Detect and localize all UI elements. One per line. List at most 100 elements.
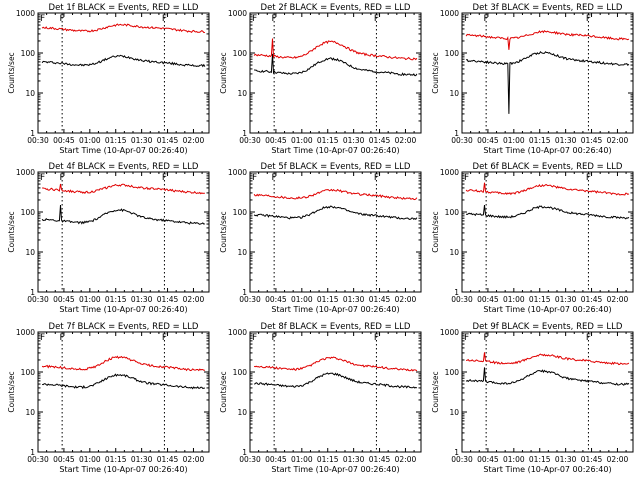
y-tick-label: 100 xyxy=(445,49,460,58)
y-tick-label: 1 xyxy=(454,288,459,297)
chart-title: Det 5f BLACK = Events, RED = LLD xyxy=(261,162,411,172)
marker-flag-label: F xyxy=(374,14,379,24)
x-tick-label: 01:15 xyxy=(317,136,339,145)
x-tick-label: 01:30 xyxy=(555,295,577,304)
series-line-lld xyxy=(253,188,418,201)
plot-frame xyxy=(461,171,634,293)
x-tick-label: 01:15 xyxy=(529,455,551,464)
x-tick-label: 00:30 xyxy=(239,136,261,145)
chart-panel-2: Det 2f BLACK = Events, RED = LLD 1 10 100 10… xyxy=(219,3,422,155)
x-tick-label: 01:45 xyxy=(581,136,603,145)
series-line-events xyxy=(41,54,206,68)
series-line-events xyxy=(253,205,418,221)
chart-title: Det 2f BLACK = Events, RED = LLD xyxy=(261,3,411,13)
y-tick-label: 1 xyxy=(30,448,35,457)
x-tick-label: 02:00 xyxy=(395,455,417,464)
x-tick-label: 02:00 xyxy=(607,295,629,304)
chart-panel-5: Det 5f BLACK = Events, RED = LLD 1 10 100 10… xyxy=(219,162,422,314)
x-tick-label: 00:45 xyxy=(53,295,75,304)
x-tick-label: 02:00 xyxy=(183,455,205,464)
x-tick-label: 01:45 xyxy=(369,136,391,145)
chart-title: Det 6f BLACK = Events, RED = LLD xyxy=(473,162,623,172)
chart-panel-8: Det 8f BLACK = Events, RED = LLD 1 10 100 10… xyxy=(219,322,422,474)
x-tick-label: 02:00 xyxy=(183,295,205,304)
marker-flag-label: F xyxy=(484,14,489,24)
x-tick-label: 01:30 xyxy=(555,136,577,145)
corner-flag-label: F xyxy=(464,173,469,183)
series-line-lld xyxy=(42,183,205,195)
series-line-lld xyxy=(465,182,630,196)
series-line-events xyxy=(42,373,205,390)
marker-flag-label: F xyxy=(272,173,277,183)
marker-flag-label: F xyxy=(272,14,277,24)
series-line-lld xyxy=(253,38,418,61)
x-tick-label: 01:00 xyxy=(291,136,313,145)
y-tick-label: 100 xyxy=(21,208,36,217)
x-tick-label: 01:45 xyxy=(157,455,179,464)
x-tick-label: 00:45 xyxy=(477,136,499,145)
x-tick-label: 00:30 xyxy=(451,136,473,145)
x-tick-label: 02:00 xyxy=(607,136,629,145)
x-tick-label: 01:15 xyxy=(105,455,127,464)
y-tick-label: 1 xyxy=(454,129,459,138)
y-tick-label: 10 xyxy=(449,408,459,417)
x-axis-label: Start Time (10-Apr-07 00:26:40) xyxy=(483,465,611,474)
marker-flag-label: F xyxy=(162,333,167,343)
x-tick-label: 02:00 xyxy=(607,455,629,464)
y-axis-label: Counts/sec xyxy=(7,211,16,252)
x-tick-label: 00:45 xyxy=(265,136,287,145)
series-line-lld xyxy=(41,23,205,33)
chart-panel-1: Det 1f BLACK = Events, RED = LLD 1 10 100 10… xyxy=(7,3,210,155)
y-tick-label: 1 xyxy=(242,129,247,138)
x-tick-label: 01:15 xyxy=(105,295,127,304)
y-tick-label: 10 xyxy=(25,408,35,417)
x-tick-label: 02:00 xyxy=(395,136,417,145)
y-tick-label: 100 xyxy=(21,49,36,58)
y-axis-label: Counts/sec xyxy=(431,52,440,93)
x-tick-label: 01:45 xyxy=(581,295,603,304)
y-tick-label: 1000 xyxy=(16,328,35,337)
x-tick-label: 01:30 xyxy=(131,295,153,304)
x-axis-label: Start Time (10-Apr-07 00:26:40) xyxy=(271,305,399,314)
y-tick-label: 1000 xyxy=(440,328,459,337)
plot-frame xyxy=(249,171,422,293)
x-tick-label: 01:30 xyxy=(131,136,153,145)
x-tick-label: 00:30 xyxy=(451,455,473,464)
y-tick-label: 100 xyxy=(445,208,460,217)
x-tick-label: 01:00 xyxy=(291,295,313,304)
y-tick-label: 100 xyxy=(233,49,248,58)
series-line-lld xyxy=(41,355,205,372)
x-tick-label: 00:45 xyxy=(477,295,499,304)
y-tick-label: 10 xyxy=(449,248,459,257)
plot-frame xyxy=(461,331,634,453)
marker-flag-label: F xyxy=(374,173,379,183)
series-line-lld xyxy=(253,356,418,372)
x-tick-label: 00:30 xyxy=(451,295,473,304)
marker-flag-label: F xyxy=(162,173,167,183)
y-axis-label: Counts/sec xyxy=(219,371,228,412)
x-tick-label: 00:45 xyxy=(53,455,75,464)
chart-title: Det 4f BLACK = Events, RED = LLD xyxy=(49,162,199,172)
series-line-events xyxy=(254,53,418,77)
marker-flag-label: F xyxy=(60,173,65,183)
y-axis-label: Counts/sec xyxy=(7,371,16,412)
y-tick-label: 1000 xyxy=(440,9,459,18)
corner-flag-label: F xyxy=(40,333,45,343)
y-tick-label: 100 xyxy=(233,368,248,377)
marker-flag-label: F xyxy=(60,333,65,343)
x-tick-label: 01:30 xyxy=(555,455,577,464)
x-tick-label: 01:00 xyxy=(291,455,313,464)
x-tick-label: 01:30 xyxy=(343,295,365,304)
y-tick-label: 1 xyxy=(242,288,247,297)
y-tick-label: 10 xyxy=(25,89,35,98)
y-tick-label: 10 xyxy=(237,408,247,417)
x-tick-label: 01:00 xyxy=(79,136,101,145)
chart-panel-4: Det 4f BLACK = Events, RED = LLD 1 10 100 10… xyxy=(7,162,210,314)
chart-panel-7: Det 7f BLACK = Events, RED = LLD 1 10 100 10… xyxy=(7,322,210,474)
x-axis-label: Start Time (10-Apr-07 00:26:40) xyxy=(483,305,611,314)
x-tick-label: 01:30 xyxy=(343,136,365,145)
y-tick-label: 1000 xyxy=(228,328,247,337)
x-tick-label: 00:30 xyxy=(27,455,49,464)
y-axis-label: Counts/sec xyxy=(219,52,228,93)
y-tick-label: 1 xyxy=(454,448,459,457)
